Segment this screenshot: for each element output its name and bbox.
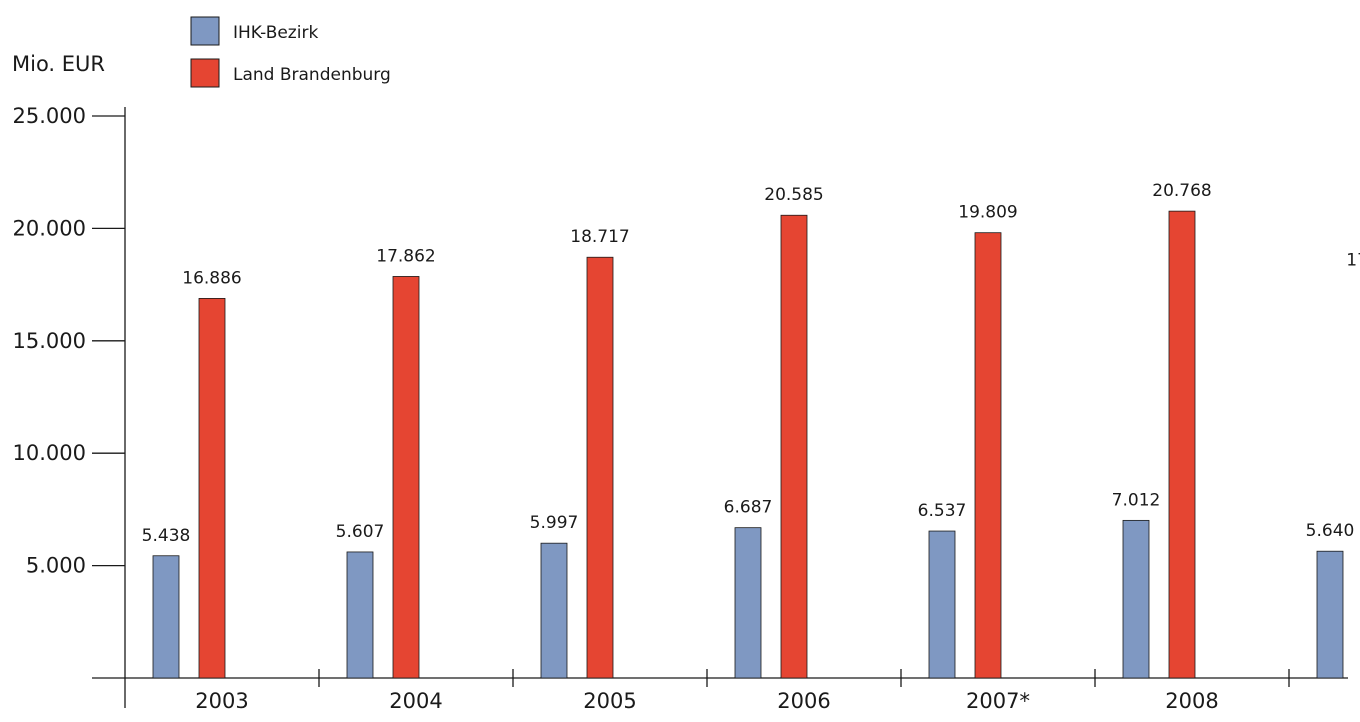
y-tick-label: 5.000 (26, 554, 86, 578)
value-label: 17.862 (376, 246, 435, 266)
x-tick-label: 2008 (1165, 689, 1218, 713)
legend-label-land-brandenburg: Land Brandenburg (233, 65, 391, 85)
value-label: 5.640 (1306, 521, 1355, 541)
value-label: 5.607 (336, 522, 385, 542)
x-tick-label: 2005 (583, 689, 636, 713)
bar-ihk-bezirk (928, 530, 956, 679)
value-label: 20.768 (1152, 181, 1211, 201)
value-label: 6.537 (918, 501, 967, 521)
value-label: 20.585 (764, 185, 823, 205)
value-label: 17.672 (1346, 251, 1360, 271)
x-tick-label: 2007* (966, 689, 1030, 713)
value-label: 6.687 (724, 498, 773, 518)
legend: IHK-Bezirk Land Brandenburg (190, 16, 391, 88)
legend-label-ihk-bezirk: IHK-Bezirk (233, 23, 318, 43)
value-label: 18.717 (570, 227, 629, 247)
bar-ihk-bezirk (346, 551, 374, 679)
value-label: 19.809 (958, 203, 1017, 223)
bar-land-brandenburg (198, 298, 226, 679)
bar-land-brandenburg (586, 256, 614, 679)
value-label: 5.438 (142, 526, 191, 546)
bar-land-brandenburg (780, 214, 808, 679)
bars: 5.438 5.607 5.997 6.687 6.537 7.012 5.640 16.88… (142, 181, 1360, 679)
bar-land-brandenburg (392, 276, 420, 679)
bar-ihk-bezirk (1122, 519, 1150, 679)
y-axis-ticks: 5.000 10.000 15.000 20.000 25.000 (13, 104, 125, 578)
value-label: 5.997 (530, 513, 579, 533)
value-label: 7.012 (1112, 490, 1161, 510)
x-tick-label: 2004 (389, 689, 442, 713)
bar-ihk-bezirk (152, 555, 180, 679)
y-tick-label: 15.000 (13, 329, 86, 353)
bar-ihk-bezirk (1316, 550, 1344, 679)
y-tick-label: 10.000 (13, 441, 86, 465)
legend-swatch-land-brandenburg (190, 58, 220, 88)
y-tick-label: 20.000 (13, 216, 86, 240)
legend-swatch-ihk-bezirk (190, 16, 220, 46)
y-tick-label: 25.000 (13, 104, 86, 128)
y-axis-unit-label: Mio. EUR (12, 52, 105, 76)
value-label: 16.886 (182, 268, 241, 288)
bar-land-brandenburg (1168, 210, 1196, 679)
bar-land-brandenburg (974, 232, 1002, 679)
x-tick-label: 2003 (195, 689, 248, 713)
bar-ihk-bezirk (540, 542, 568, 679)
x-tick-label: 2006 (777, 689, 830, 713)
bar-ihk-bezirk (734, 527, 762, 679)
